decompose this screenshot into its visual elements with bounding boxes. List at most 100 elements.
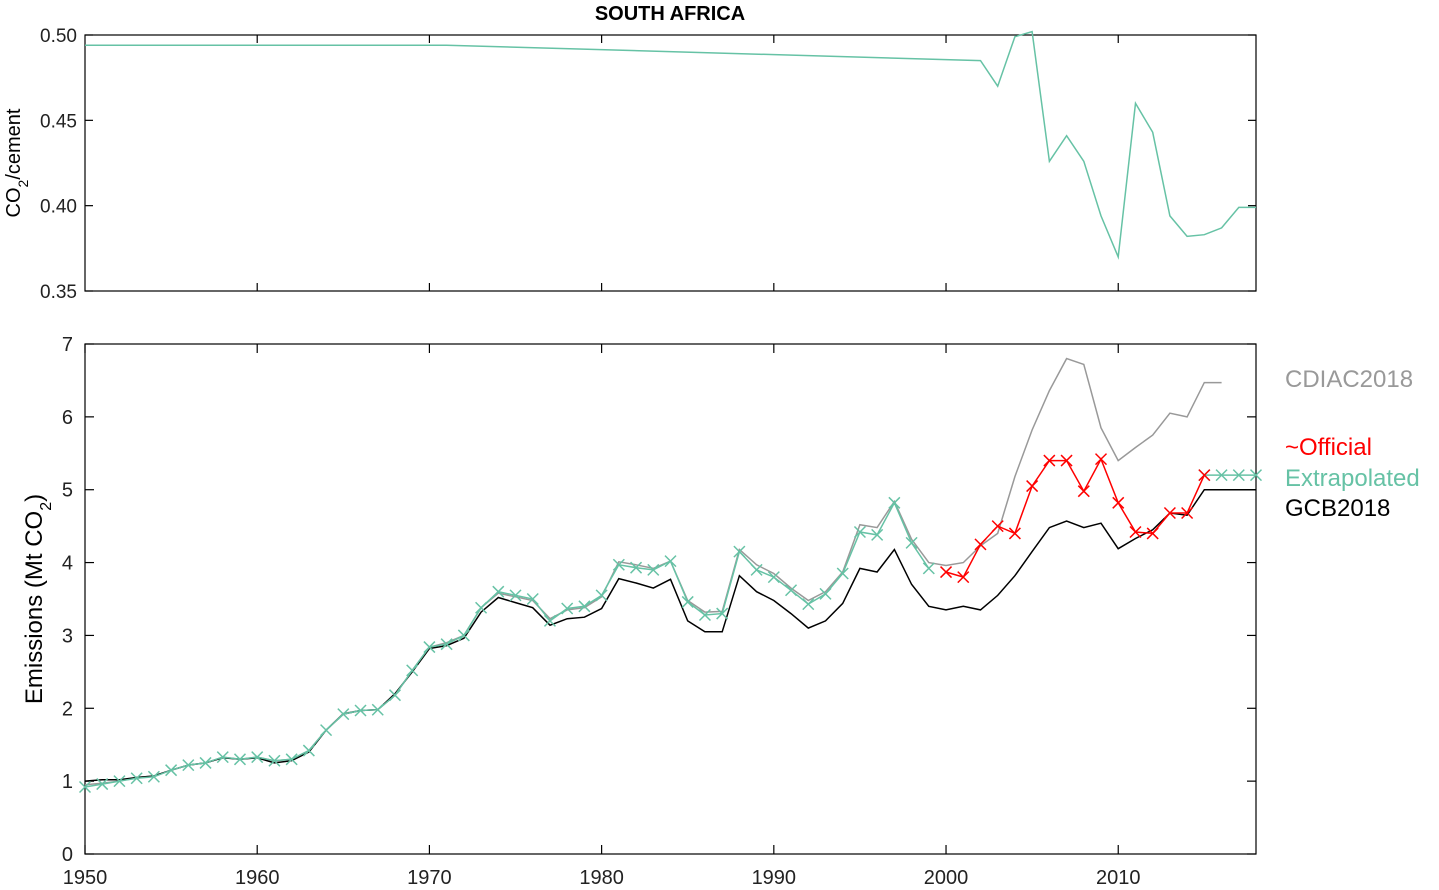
bottom-y-tick-label: 2 (62, 698, 73, 720)
extrapolated-marker (819, 587, 832, 600)
extrapolated-marker (681, 595, 694, 608)
bottom-x-tick-label: 2000 (924, 867, 969, 889)
top-plot-frame (84, 34, 1257, 292)
extrapolated-marker (1215, 469, 1228, 482)
official-marker (1043, 454, 1056, 467)
extrapolated-marker (888, 496, 901, 509)
legend: CDIAC2018 ~Official Extrapolated GCB2018 (1285, 366, 1420, 522)
extrapolated-marker (802, 598, 815, 611)
extrapolated-marker (767, 571, 780, 584)
top-y-axis: 0.35 0.40 0.45 0.50 (40, 26, 1256, 303)
extrapolated-line (84, 501, 930, 788)
extrapolated-marker (78, 780, 92, 794)
bottom-x-tick-label: 1990 (752, 867, 797, 889)
bottom-y-tick-label: 4 (62, 553, 73, 575)
bottom-y-tick-label: 1 (62, 771, 73, 793)
extrapolated-marker (509, 589, 522, 602)
official-marker (1094, 453, 1108, 466)
extrapolated-marker (905, 536, 918, 549)
extrapolated-marker (354, 704, 367, 717)
legend-item: CDIAC2018 (1285, 366, 1413, 393)
extrapolated-marker (457, 629, 470, 642)
official-marker (1060, 454, 1073, 467)
extrapolated-marker (251, 751, 264, 764)
bottom-series (78, 357, 1263, 794)
extrapolated-marker (320, 724, 333, 737)
extrapolated-marker (440, 638, 453, 651)
extrapolated-marker (475, 601, 488, 614)
extrapolated-marker (337, 708, 350, 721)
bottom-y-tick-label: 6 (62, 407, 73, 429)
official-marker (1146, 527, 1159, 540)
extrapolated-marker (165, 764, 178, 777)
chart-title: SOUTH AFRICA (595, 3, 745, 25)
extrapolated-marker (147, 770, 160, 783)
bottom-x-tick-label: 1980 (579, 867, 624, 889)
extrapolated-marker (526, 592, 539, 606)
extrapolated-marker (1249, 469, 1263, 482)
top-x-axis (256, 35, 1119, 291)
bottom-x-tick-label: 1950 (63, 867, 108, 889)
top-y-tick-label: 0.35 (40, 282, 77, 303)
cement-ratio-line (85, 30, 1256, 260)
extrapolated-marker (423, 641, 436, 654)
extrapolated-marker (630, 561, 643, 574)
extrapolated-marker (836, 567, 849, 580)
extrapolated-marker (113, 775, 126, 788)
bottom-y-tick-label: 5 (62, 480, 73, 502)
top-y-tick-label: 0.45 (40, 111, 77, 132)
cdiac2018-line (84, 357, 1222, 786)
bottom-y-axis: 0 1 2 3 4 5 6 7 (62, 334, 1256, 866)
official-marker (1198, 469, 1211, 482)
extrapolated-marker (216, 751, 229, 764)
official-marker (1112, 496, 1125, 509)
emissions-panel: 0 1 2 3 4 5 6 7 1950 1960 1970 1980 1990 2000 2010 Em… (21, 334, 1420, 889)
bottom-x-tick-label: 2010 (1096, 867, 1141, 889)
top-series (85, 30, 1256, 260)
official-marker (1077, 485, 1090, 498)
bottom-y-tick-label: 7 (62, 334, 73, 356)
extrapolated-marker (492, 585, 505, 598)
extrapolated-marker (578, 600, 591, 613)
extrapolated-marker (664, 555, 677, 568)
extrapolated-marker (182, 759, 195, 772)
bottom-x-tick-label: 1970 (407, 867, 452, 889)
top-y-tick-label: 0.50 (40, 26, 77, 47)
extrapolated-marker (698, 608, 711, 622)
extrapolated-marker (1232, 469, 1245, 482)
bottom-y-tick-label: 0 (62, 844, 73, 866)
extrapolated-marker (285, 753, 298, 766)
extrapolated-marker (302, 744, 315, 757)
official-marker (939, 566, 953, 579)
extrapolated-marker (199, 756, 212, 769)
extrapolated-marker (733, 545, 746, 558)
official-marker (1129, 525, 1142, 539)
extrapolated-marker (871, 528, 884, 541)
legend-item: GCB2018 (1285, 495, 1390, 522)
official-line (945, 457, 1205, 578)
cement-ratio-panel: SOUTH AFRICA 0.35 0.40 0.45 0.50 CO2/cement (3, 3, 1257, 303)
legend-item: ~Official (1285, 434, 1372, 461)
bottom-y-axis-label: Emissions (Mt CO2) (21, 494, 55, 704)
extrapolated-marker (406, 664, 419, 677)
extrapolated-marker (595, 589, 608, 602)
extrapolated-marker (922, 562, 935, 575)
extrapolated-marker (612, 558, 625, 571)
official-marker (957, 571, 970, 584)
top-y-tick-label: 0.40 (40, 197, 77, 218)
official-marker (1181, 506, 1194, 520)
bottom-x-axis: 1950 1960 1970 1980 1990 2000 2010 (63, 344, 1141, 889)
legend-item: Extrapolated (1285, 465, 1420, 492)
bottom-x-tick-label: 1960 (235, 867, 280, 889)
extrapolated-marker (388, 689, 402, 702)
extrapolated-marker (371, 703, 384, 716)
top-y-axis-label: CO2/cement (3, 108, 31, 217)
extrapolated-marker (96, 778, 109, 791)
extrapolated-marker (716, 607, 729, 620)
extrapolated-marker (543, 614, 556, 627)
gcb2018-line (84, 488, 1256, 782)
extrapolated-marker (268, 754, 281, 767)
official-marker (1163, 506, 1176, 520)
extrapolated-marker (561, 602, 574, 615)
official-marker (1026, 480, 1039, 493)
